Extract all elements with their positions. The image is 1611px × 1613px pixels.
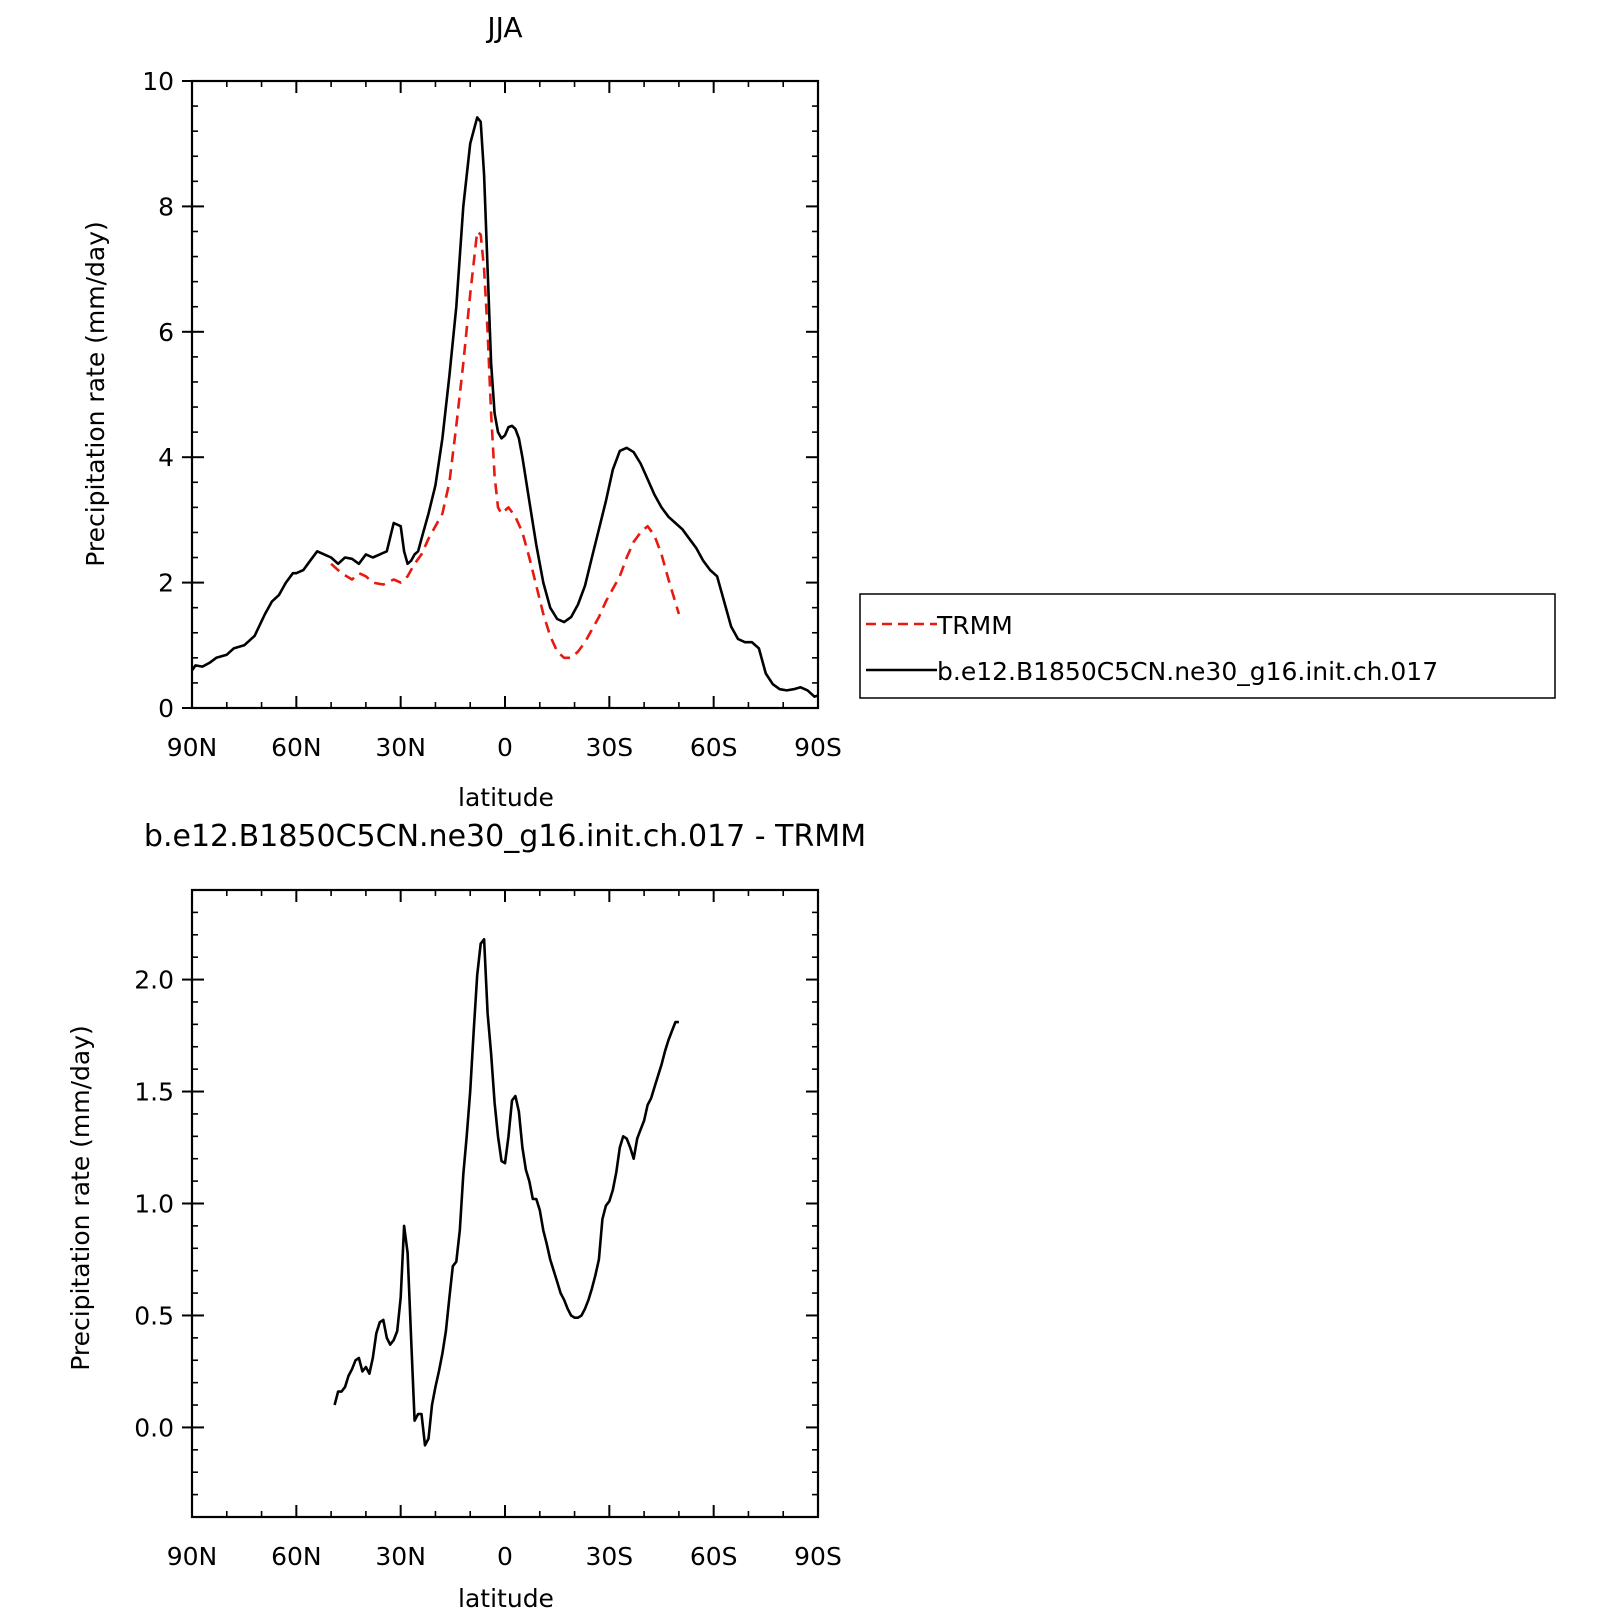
y-tick-label: 6 <box>158 318 174 347</box>
y-tick-label: 8 <box>158 192 174 221</box>
y-tick-label: 1.5 <box>134 1078 174 1107</box>
x-tick-label: 0 <box>497 1542 513 1571</box>
series-line-0-1 <box>190 116 819 698</box>
legend: TRMM b.e12.B1850C5CN.ne30_g16.init.ch.01… <box>859 593 1556 699</box>
bottom-series-layer <box>333 938 679 1447</box>
y-tick-label: 0.5 <box>134 1301 174 1330</box>
series-line-0-0 <box>330 230 681 660</box>
y-tick-label: 2.0 <box>134 966 174 995</box>
top-series-layer <box>190 116 819 698</box>
x-tick-label: 30S <box>585 733 633 762</box>
bottom-panel-xlabel: latitude <box>458 1584 554 1613</box>
x-tick-label: 90N <box>167 733 218 762</box>
x-tick-label: 60N <box>271 733 322 762</box>
x-tick-label: 60S <box>690 1542 738 1571</box>
top-panel-xlabel: latitude <box>458 783 554 812</box>
bottom-panel: b.e12.B1850C5CN.ne30_g16.init.ch.017 - T… <box>66 819 866 1613</box>
legend-label-trmm: TRMM <box>936 611 1013 640</box>
legend-box <box>859 593 1556 699</box>
y-tick-label: 2 <box>158 569 174 598</box>
plot-frame-0 <box>190 79 820 710</box>
x-tick-label: 90S <box>794 733 842 762</box>
bottom-panel-ylabel: Precipitation rate (mm/day) <box>66 1025 95 1371</box>
bottom-panel-title: b.e12.B1850C5CN.ne30_g16.init.ch.017 - T… <box>144 819 866 854</box>
top-axis-layer: 90N 60N 30N 0 30S 60S 90S 0 2 4 6 8 10 <box>142 67 842 762</box>
x-tick-label: 30S <box>585 1542 633 1571</box>
y-tick-label: 0 <box>158 694 174 723</box>
x-tick-label: 30N <box>375 1542 426 1571</box>
x-tick-label: 30N <box>375 733 426 762</box>
y-tick-label: 4 <box>158 443 174 472</box>
top-panel-ylabel: Precipitation rate (mm/day) <box>81 221 110 567</box>
x-tick-label: 90S <box>794 1542 842 1571</box>
series-line-1-0 <box>333 938 679 1447</box>
x-tick-label: 60N <box>271 1542 322 1571</box>
legend-label-model: b.e12.B1850C5CN.ne30_g16.init.ch.017 <box>937 657 1438 686</box>
top-panel-title: JJA <box>485 11 522 44</box>
y-tick-label: 10 <box>142 67 174 96</box>
x-tick-label: 60S <box>690 733 738 762</box>
y-tick-label: 0.0 <box>134 1413 174 1442</box>
bottom-axis-layer: 90N 60N 30N 0 30S 60S 90S 0.0 0.5 1.0 1.5 2.0 <box>134 888 842 1571</box>
plot-frame-1 <box>190 888 820 1519</box>
x-tick-label: 0 <box>497 733 513 762</box>
x-tick-label: 90N <box>167 1542 218 1571</box>
y-tick-label: 1.0 <box>134 1190 174 1219</box>
